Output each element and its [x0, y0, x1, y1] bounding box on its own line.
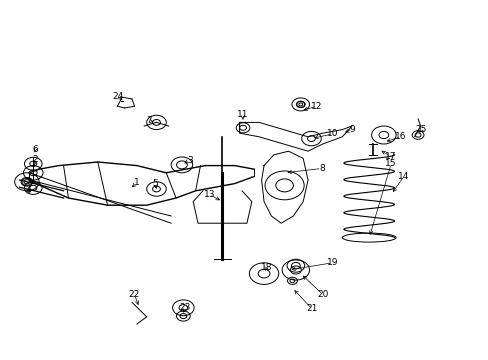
Text: 16: 16: [394, 132, 406, 141]
Text: 8: 8: [318, 164, 324, 173]
Text: 4: 4: [25, 186, 31, 195]
Text: 17: 17: [385, 152, 396, 161]
Text: 2: 2: [32, 155, 38, 164]
Text: 19: 19: [326, 258, 338, 267]
Text: 21: 21: [305, 304, 317, 313]
Text: 5: 5: [152, 179, 158, 188]
Text: 18: 18: [260, 263, 272, 271]
Text: 11: 11: [237, 110, 248, 119]
Text: 15: 15: [385, 159, 396, 168]
Text: 22: 22: [128, 290, 140, 299]
Text: 25: 25: [415, 125, 427, 134]
Text: 12: 12: [310, 102, 322, 111]
Text: 13: 13: [203, 190, 215, 199]
Text: 14: 14: [397, 172, 409, 181]
Text: 10: 10: [326, 130, 338, 139]
Text: 20: 20: [316, 290, 328, 299]
Text: 1: 1: [134, 179, 140, 188]
Text: 6: 6: [32, 145, 38, 154]
Text: 23: 23: [179, 303, 190, 312]
Text: 3: 3: [186, 156, 192, 165]
Text: 7: 7: [146, 117, 152, 126]
Text: 24: 24: [112, 92, 124, 101]
Text: 9: 9: [348, 125, 354, 134]
